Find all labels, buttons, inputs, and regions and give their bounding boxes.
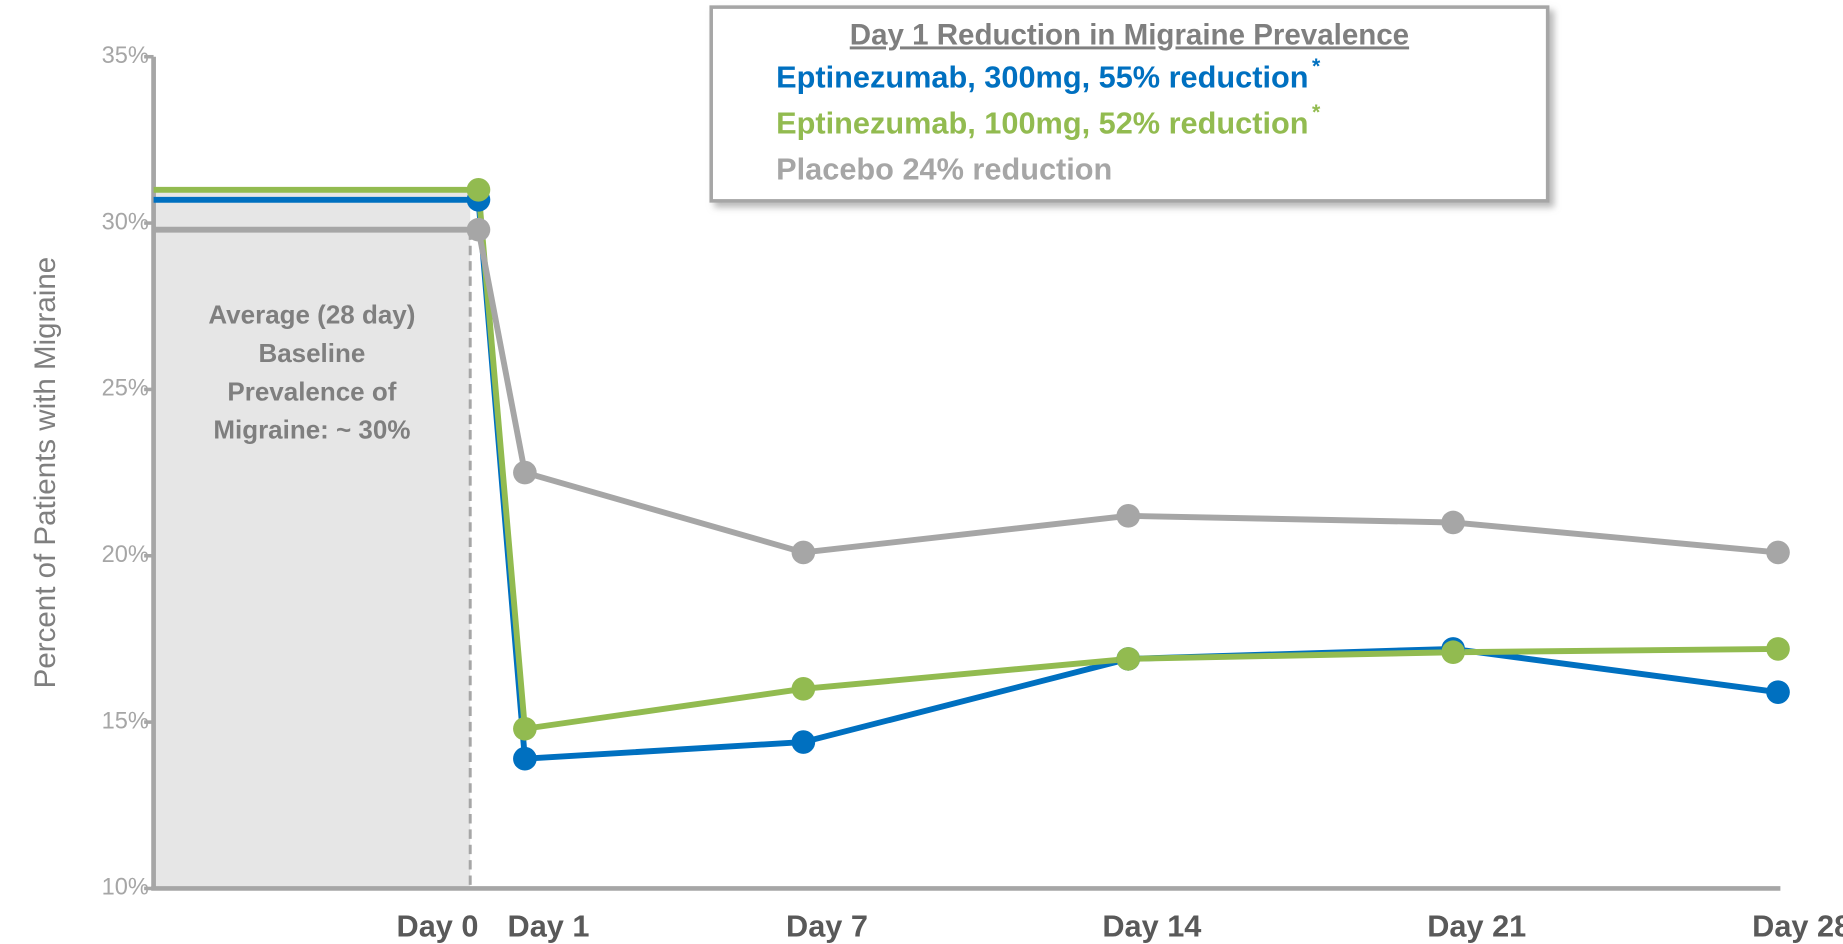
annotation: Migraine: ~ 30% — [213, 415, 410, 445]
data-point — [466, 217, 491, 242]
annotation: Baseline — [258, 338, 365, 368]
y-tick-label: 15% — [102, 708, 149, 734]
annotation: Prevalence of — [227, 376, 396, 406]
x-tick-label: Day 7 — [786, 909, 868, 944]
data-point — [791, 677, 816, 701]
data-point — [1766, 680, 1790, 704]
data-point — [1766, 637, 1790, 661]
y-tick-label: 30% — [102, 209, 149, 235]
y-axis-label: Percent of Patients with Migraine — [29, 257, 62, 688]
plot: Average (28 day) Baseline Prevalence of Mig… — [102, 43, 1843, 944]
data-point — [1116, 504, 1141, 528]
legend: Day 1 Reduction in Migraine Prevalence E… — [709, 5, 1550, 203]
data-point — [1766, 540, 1790, 565]
y-tick-label: 10% — [102, 875, 149, 901]
data-point — [1116, 647, 1141, 671]
legend-items: Eptinezumab, 300mg, 55% reduction *Eptine… — [776, 54, 1321, 186]
y-tick-label: 35% — [102, 43, 149, 69]
data-point — [791, 730, 816, 754]
baseline-region — [153, 191, 471, 889]
data-point — [1441, 640, 1465, 665]
annotation: Average (28 day) — [208, 300, 415, 330]
legend-label: Placebo 24% reduction — [776, 151, 1112, 186]
series-line — [475, 189, 1779, 732]
x-tick-label: Day 14 — [1102, 909, 1201, 944]
series-line — [475, 199, 1779, 762]
data-point — [1441, 510, 1465, 535]
y-tick-label: 20% — [102, 542, 149, 568]
data-point — [791, 540, 816, 565]
legend-box — [709, 5, 1550, 203]
y-tick-label: 25% — [102, 376, 149, 402]
legend-label: Eptinezumab, 300mg, 55% reduction — [776, 59, 1308, 94]
data-point — [513, 716, 537, 741]
legend-label: Eptinezumab, 100mg, 52% reduction — [776, 105, 1308, 140]
legend-title: Day 1 Reduction in Migraine Prevalence — [850, 18, 1409, 51]
legend-note-marker: * — [1312, 54, 1321, 78]
x-tick-label: Day 0 — [397, 909, 479, 944]
x-tick-label: Day 1 — [508, 909, 590, 944]
legend-note-marker: * — [1312, 100, 1321, 124]
data-point — [466, 177, 491, 202]
data-point — [513, 460, 537, 485]
series-line — [475, 229, 1779, 556]
x-tick-label: Day 21 — [1427, 909, 1526, 944]
data-point — [513, 746, 537, 771]
x-tick-label: Day 28 — [1752, 909, 1843, 944]
